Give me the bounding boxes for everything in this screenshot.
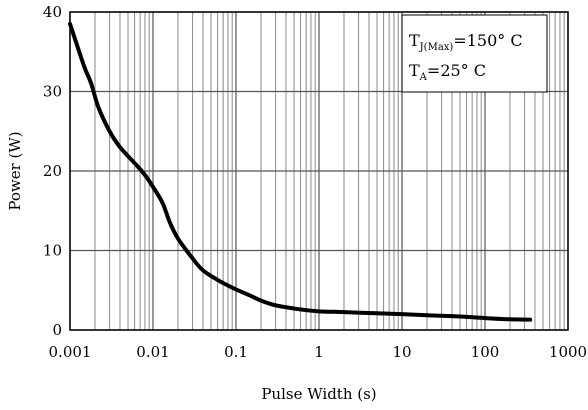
- x-axis-title: Pulse Width (s): [261, 385, 376, 403]
- ta-symbol: T: [409, 61, 420, 80]
- conditions-annotation: TJ(Max)=150° C TA=25° C: [401, 14, 548, 93]
- tj-symbol: T: [409, 31, 420, 50]
- x-tick-label: 10: [392, 343, 411, 361]
- y-tick-labels: 0 10 20 30 40: [43, 3, 62, 339]
- x-tick-label: 1: [314, 343, 324, 361]
- x-tick-label: 1000: [549, 343, 587, 361]
- tj-max-label: TJ(Max)=150° C: [409, 31, 523, 53]
- ta-subscript: A: [419, 72, 428, 83]
- series-line-power: [68, 21, 533, 322]
- x-tick-label: 0.01: [136, 343, 169, 361]
- tj-subscript: J(Max): [419, 42, 454, 53]
- y-tick-label: 40: [43, 3, 62, 21]
- x-tick-label: 0.001: [49, 343, 92, 361]
- ta-label: TA=25° C: [409, 61, 486, 83]
- x-tick-label: 0.1: [224, 343, 248, 361]
- y-tick-label: 0: [52, 321, 62, 339]
- y-tick-label: 30: [43, 83, 62, 101]
- tj-value: =150° C: [453, 31, 522, 50]
- y-axis-title: Power (W): [6, 131, 24, 210]
- y-tick-label: 20: [43, 162, 62, 180]
- y-tick-label: 10: [43, 242, 62, 260]
- ta-value: =25° C: [427, 61, 486, 80]
- plot-frame: [69, 11, 569, 331]
- x-tick-label: 100: [471, 343, 500, 361]
- x-tick-labels: 0.001 0.01 0.1 1 10 100 1000: [49, 343, 588, 361]
- annotation-box: [401, 14, 548, 93]
